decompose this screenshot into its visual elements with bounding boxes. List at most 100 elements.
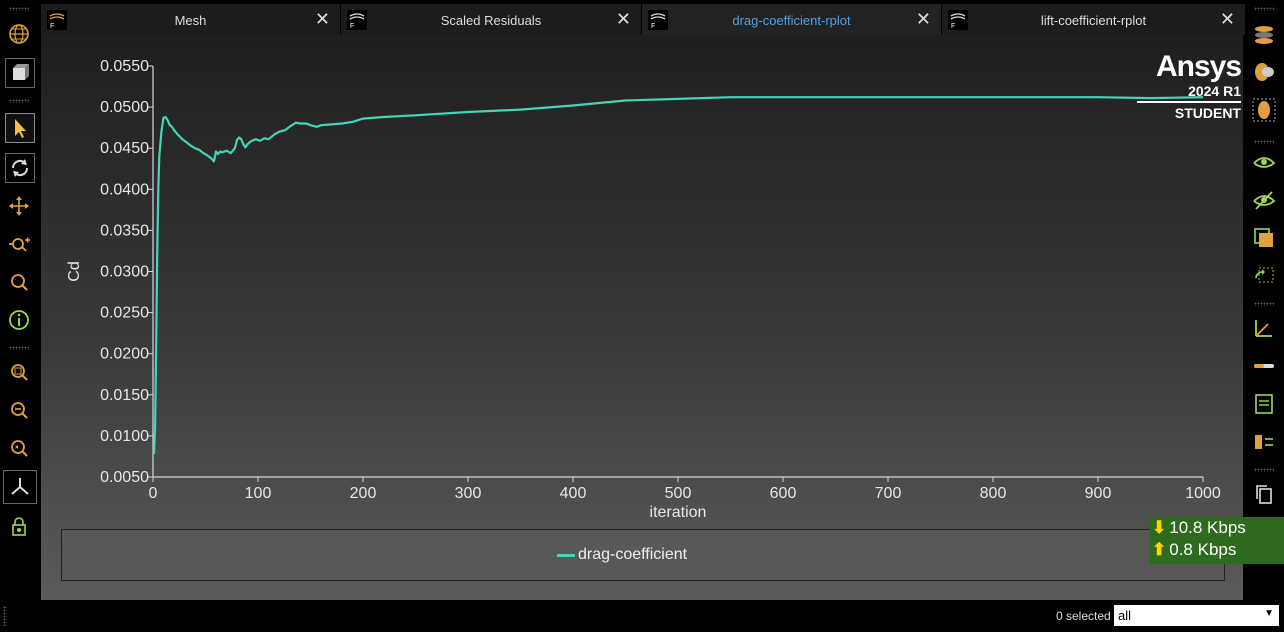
zoom-previous-button[interactable] <box>5 434 33 462</box>
zoom-out-icon <box>11 402 28 419</box>
zoom-previous-icon <box>11 440 28 457</box>
legend-item: drag-coefficient <box>557 546 687 564</box>
x-axis-label: iteration <box>650 504 707 521</box>
zoom-to-area-button[interactable] <box>5 268 33 296</box>
toolbar-grip[interactable] <box>9 99 29 103</box>
x-tick-label: 700 <box>875 485 902 502</box>
select-button[interactable] <box>5 113 35 143</box>
close-icon[interactable]: ✕ <box>1219 9 1235 29</box>
lock-eye-icon <box>12 517 26 536</box>
svg-text:F: F <box>651 23 655 30</box>
x-tick-label: 400 <box>560 485 587 502</box>
display-options-button[interactable] <box>1250 20 1278 48</box>
y-tick-label: 0.0550 <box>100 58 149 75</box>
selection-filter-value: all <box>1118 608 1132 623</box>
upload-arrow-icon: ⬆ <box>1152 540 1167 559</box>
status-grip[interactable] <box>3 606 7 626</box>
status-bar: 0 selected all ▼ <box>0 600 1284 632</box>
x-tick-label: 1000 <box>1185 485 1221 502</box>
upload-rate-value: 0.8 Kbps <box>1169 540 1237 559</box>
tab-label: lift-coefficient-rplot <box>1040 13 1147 28</box>
x-tick-label: 900 <box>1085 485 1112 502</box>
hide-button[interactable] <box>1250 186 1278 214</box>
axes-button[interactable] <box>3 470 37 504</box>
x-tick-label: 600 <box>770 485 797 502</box>
y-tick-label: 0.0050 <box>100 469 149 486</box>
probe-button[interactable] <box>5 306 33 334</box>
tab-drag-coefficient-rplot[interactable]: F drag-coefficient-rplot ✕ <box>642 4 942 35</box>
xy-axes-icon <box>1255 320 1272 337</box>
legend-toggle-button[interactable] <box>1250 428 1278 456</box>
close-icon[interactable]: ✕ <box>314 9 330 29</box>
view-cube-button[interactable] <box>5 58 35 88</box>
download-arrow-icon: ⬇ <box>1152 518 1167 537</box>
tab-lift-coefficient-rplot[interactable]: F lift-coefficient-rplot ✕ <box>942 4 1246 35</box>
zoom-in-out-button[interactable] <box>5 230 33 258</box>
cube-icon <box>13 64 29 80</box>
lock-view-button[interactable] <box>5 512 33 540</box>
network-speed-overlay: ⬇ 10.8 Kbps ⬆ 0.8 Kbps <box>1150 517 1284 564</box>
fit-to-window-button[interactable] <box>5 358 33 386</box>
y-axis-label: Cd <box>66 261 83 281</box>
drag-coefficient-chart: 0.0050 0.0100 0.0150 0.0200 0.0250 0.0300 0.03… <box>66 58 1221 521</box>
series-line-drag-coefficient <box>152 96 1204 455</box>
copy-view-button[interactable] <box>1250 224 1278 252</box>
zoom-plus-icon <box>9 237 30 252</box>
toolbar-grip[interactable] <box>1254 468 1274 472</box>
selection-filter-dropdown[interactable]: all ▼ <box>1114 605 1279 626</box>
tab-scaled-residuals[interactable]: F Scaled Residuals ✕ <box>341 4 642 35</box>
fluent-tab-icon: F <box>47 10 67 30</box>
mesh-display-button[interactable] <box>5 20 33 48</box>
document-icon <box>1255 394 1273 414</box>
svg-text:F: F <box>50 23 54 30</box>
zoom-fit-icon <box>11 364 28 381</box>
svg-text:F: F <box>951 23 955 30</box>
axes-config-button[interactable] <box>1250 314 1278 342</box>
toolbar-grip[interactable] <box>1254 302 1274 306</box>
tab-label: drag-coefficient-rplot <box>732 13 851 28</box>
lighting-button[interactable] <box>1250 58 1278 86</box>
overlapping-squares-icon <box>1254 228 1273 247</box>
toolbar-grip[interactable] <box>9 7 29 11</box>
zoom-out-button[interactable] <box>5 396 33 424</box>
legend-swatch <box>557 553 575 557</box>
y-tick-label: 0.0300 <box>100 264 149 281</box>
rotate-box-icon <box>1255 267 1274 283</box>
logo-version: 2024 R1 <box>1188 83 1241 99</box>
show-button[interactable] <box>1250 148 1278 176</box>
copy-to-clipboard-button[interactable] <box>1250 480 1278 508</box>
pan-arrows-icon <box>9 196 29 216</box>
fluent-tab-icon: F <box>347 10 367 30</box>
tab-mesh[interactable]: F Mesh ✕ <box>41 4 341 35</box>
y-tick-label: 0.0500 <box>100 99 149 116</box>
fluent-tab-icon: F <box>648 10 668 30</box>
y-tick-label: 0.0100 <box>100 428 149 445</box>
logo-brand: Ansys <box>1155 50 1242 83</box>
y-tick-label: 0.0350 <box>100 222 149 239</box>
left-toolbar <box>0 0 38 600</box>
logo-edition: STUDENT <box>1174 105 1241 121</box>
plot-window[interactable]: 0.0050 0.0100 0.0150 0.0200 0.0250 0.0300 0.03… <box>41 35 1243 600</box>
close-icon[interactable]: ✕ <box>915 9 931 29</box>
mesh-edges-button[interactable] <box>1250 96 1278 124</box>
y-tick-label: 0.0400 <box>100 181 149 198</box>
mesh-ellipse-icon <box>1252 98 1276 122</box>
text-annotation-button[interactable] <box>1250 390 1278 418</box>
eye-slash-icon <box>1253 191 1276 210</box>
y-tick-label: 0.0150 <box>100 387 149 404</box>
curve-options-button[interactable] <box>1250 352 1278 380</box>
x-tick-label: 100 <box>245 485 272 502</box>
toolbar-grip[interactable] <box>1254 7 1274 11</box>
shaded-ellipse-icon <box>1255 63 1274 81</box>
rotate-view-button[interactable] <box>1250 262 1278 290</box>
copy-icon <box>1256 485 1272 504</box>
fluent-tab-icon: F <box>948 10 968 30</box>
toolbar-grip[interactable] <box>9 346 29 350</box>
rotate-button[interactable] <box>5 153 35 183</box>
stacked-disks-icon <box>1255 26 1273 44</box>
toolbar-grip[interactable] <box>1254 140 1274 144</box>
close-icon[interactable]: ✕ <box>615 9 631 29</box>
tab-bar: F Mesh ✕ F Scaled Residuals ✕ F drag-coe… <box>41 4 1246 35</box>
pan-button[interactable] <box>5 192 33 220</box>
tab-label: Scaled Residuals <box>440 13 542 28</box>
